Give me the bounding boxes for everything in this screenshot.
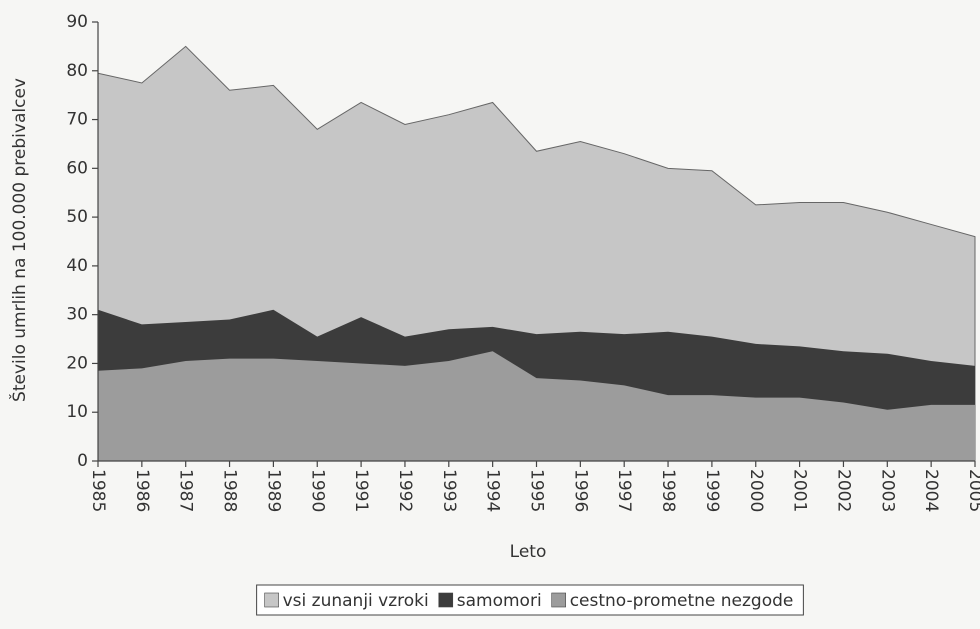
x-tick-label: 2002 bbox=[833, 469, 853, 512]
x-tick-label: 1989 bbox=[263, 469, 283, 512]
x-tick-label: 2004 bbox=[921, 469, 941, 512]
x-tick-label: 1985 bbox=[88, 469, 108, 512]
x-tick-label: 1995 bbox=[527, 469, 547, 512]
x-tick-label: 2003 bbox=[877, 469, 897, 512]
legend-label: samomori bbox=[457, 591, 542, 611]
x-axis-label: Leto bbox=[510, 542, 547, 562]
x-tick-label: 1990 bbox=[307, 469, 327, 512]
x-tick-label: 1986 bbox=[132, 469, 152, 512]
x-tick-label: 1999 bbox=[702, 469, 722, 512]
y-tick-label: 50 bbox=[66, 207, 88, 227]
y-tick-label: 10 bbox=[66, 402, 88, 422]
y-tick-label: 0 bbox=[77, 451, 88, 471]
legend-label: cestno-prometne nezgode bbox=[570, 591, 794, 611]
legend-swatch bbox=[438, 592, 454, 608]
legend-swatch bbox=[264, 592, 279, 608]
legend-label: vsi zunanji vzroki bbox=[283, 591, 429, 611]
x-tick-label: 1988 bbox=[220, 469, 240, 512]
legend-swatch bbox=[551, 592, 566, 608]
x-tick-label: 1991 bbox=[351, 469, 371, 512]
legend: vsi zunanji vzroki samomori cestno-prometn… bbox=[256, 584, 804, 616]
y-tick-label: 60 bbox=[66, 158, 88, 178]
x-tick-label: 1993 bbox=[439, 469, 459, 512]
area bbox=[98, 351, 975, 461]
y-tick-label: 40 bbox=[66, 256, 88, 276]
x-tick-label: 1994 bbox=[483, 469, 503, 512]
y-tick-label: 70 bbox=[66, 110, 88, 130]
x-tick-label: 1998 bbox=[658, 469, 678, 512]
y-tick-label: 20 bbox=[66, 353, 88, 373]
y-tick-label: 80 bbox=[66, 61, 88, 81]
y-tick-label: 90 bbox=[66, 12, 88, 32]
x-tick-label: 2005 bbox=[965, 469, 980, 512]
x-tick-label: 1987 bbox=[176, 469, 196, 512]
y-tick-label: 30 bbox=[66, 305, 88, 325]
x-tick-label: 2001 bbox=[790, 469, 810, 512]
x-tick-label: 1996 bbox=[570, 469, 590, 512]
x-tick-label: 2000 bbox=[746, 469, 766, 512]
legend-box bbox=[256, 584, 804, 616]
x-tick-label: 1997 bbox=[614, 469, 634, 512]
x-tick-label: 1992 bbox=[395, 469, 415, 512]
y-axis-label: Število umrlih na 100.000 prebivalcev bbox=[8, 78, 30, 402]
